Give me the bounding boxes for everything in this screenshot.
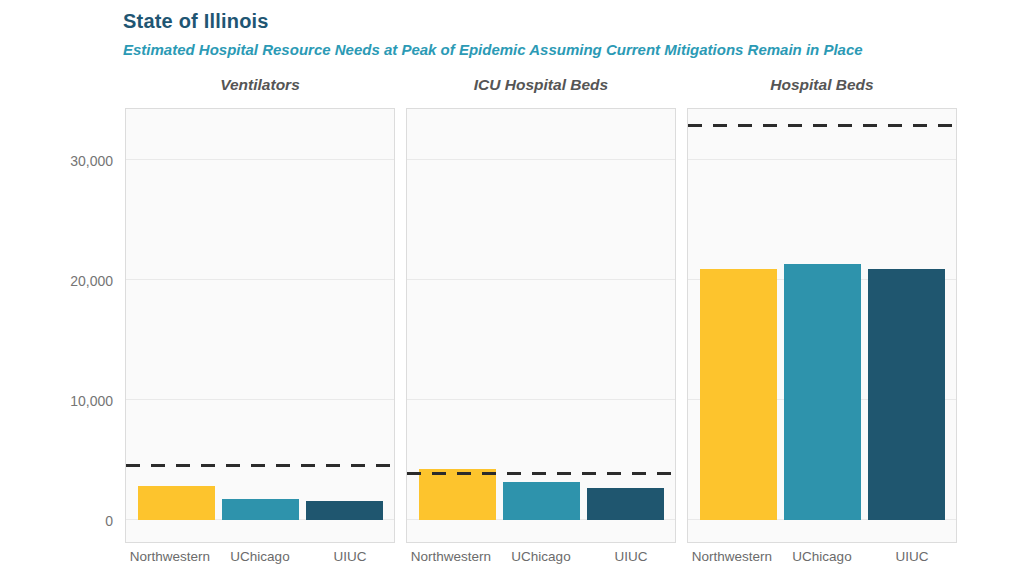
gridline (126, 399, 394, 400)
bar-uchicago (503, 482, 580, 520)
bar-northwestern (138, 486, 215, 520)
panel-title-icu-hospital-beds: ICU Hospital Beds (406, 76, 676, 96)
y-axis-tick-label: 0 (13, 512, 113, 530)
panel-title-hospital-beds: Hospital Beds (687, 76, 957, 96)
bar-northwestern (700, 269, 777, 520)
chart-area: 010,00020,00030,000VentilatorsNorthweste… (0, 0, 1024, 578)
chart-container: State of Illinois Estimated Hospital Res… (0, 0, 1024, 578)
x-axis-label-uiuc: UIUC (857, 548, 967, 566)
gridline (407, 159, 675, 160)
capacity-line-hospital-beds (688, 124, 956, 127)
gridline (407, 279, 675, 280)
bar-uchicago (784, 264, 861, 520)
capacity-line-icu-hospital-beds (407, 472, 675, 475)
gridline (126, 159, 394, 160)
x-axis-label-uiuc: UIUC (295, 548, 405, 566)
bar-uiuc (587, 488, 664, 520)
panel-title-ventilators: Ventilators (125, 76, 395, 96)
bar-uchicago (222, 499, 299, 520)
bar-northwestern (419, 469, 496, 520)
bar-uiuc (306, 501, 383, 520)
panel-ventilators (125, 108, 395, 543)
panel-hospital-beds (687, 108, 957, 543)
gridline (407, 399, 675, 400)
panel-icu-hospital-beds (406, 108, 676, 543)
y-axis-tick-label: 20,000 (13, 272, 113, 290)
capacity-line-ventilators (126, 464, 394, 467)
gridline (126, 279, 394, 280)
gridline (688, 159, 956, 160)
x-axis-label-uiuc: UIUC (576, 548, 686, 566)
y-axis-tick-label: 10,000 (13, 392, 113, 410)
y-axis-tick-label: 30,000 (13, 152, 113, 170)
bar-uiuc (868, 269, 945, 520)
